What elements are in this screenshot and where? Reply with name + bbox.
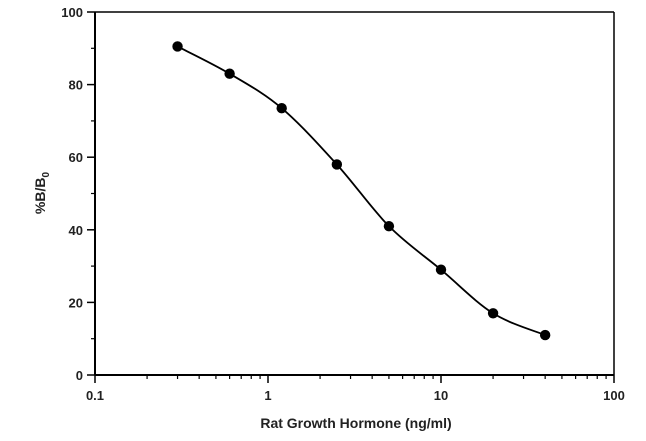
y-tick-label: 40 [69, 223, 83, 238]
y-tick-label: 60 [69, 150, 83, 165]
data-point [383, 220, 395, 232]
y-axis-ticks: 0 20 40 60 80 100 [61, 5, 95, 383]
data-points [172, 41, 551, 341]
y-tick-label: 20 [69, 295, 83, 310]
x-tick-label: 1 [264, 388, 271, 403]
y-axis-title-main: %B/B [32, 178, 48, 215]
data-point [276, 102, 287, 114]
y-tick-label: 80 [69, 78, 83, 93]
x-axis-ticks: 0.1 1 10 100 [86, 375, 625, 403]
x-tick-label: 10 [434, 388, 448, 403]
data-point [224, 68, 235, 79]
x-axis-title: Rat Growth Hormone (ng/ml) [260, 415, 451, 431]
y-tick-label: 0 [76, 368, 83, 383]
y-axis-title-subscript: 0 [41, 172, 52, 178]
fit-curve-layer [177, 45, 546, 336]
fit-curve [177, 45, 546, 336]
data-point [331, 159, 343, 170]
x-tick-label: 0.1 [86, 388, 104, 403]
data-point [487, 308, 499, 319]
x-tick-label: 100 [603, 388, 625, 403]
data-point [172, 41, 183, 52]
y-tick-label: 100 [61, 5, 83, 20]
y-axis-title: %B/B0 [32, 172, 52, 215]
data-point [539, 329, 551, 341]
plot-frame [94, 11, 615, 376]
data-point [435, 264, 447, 275]
